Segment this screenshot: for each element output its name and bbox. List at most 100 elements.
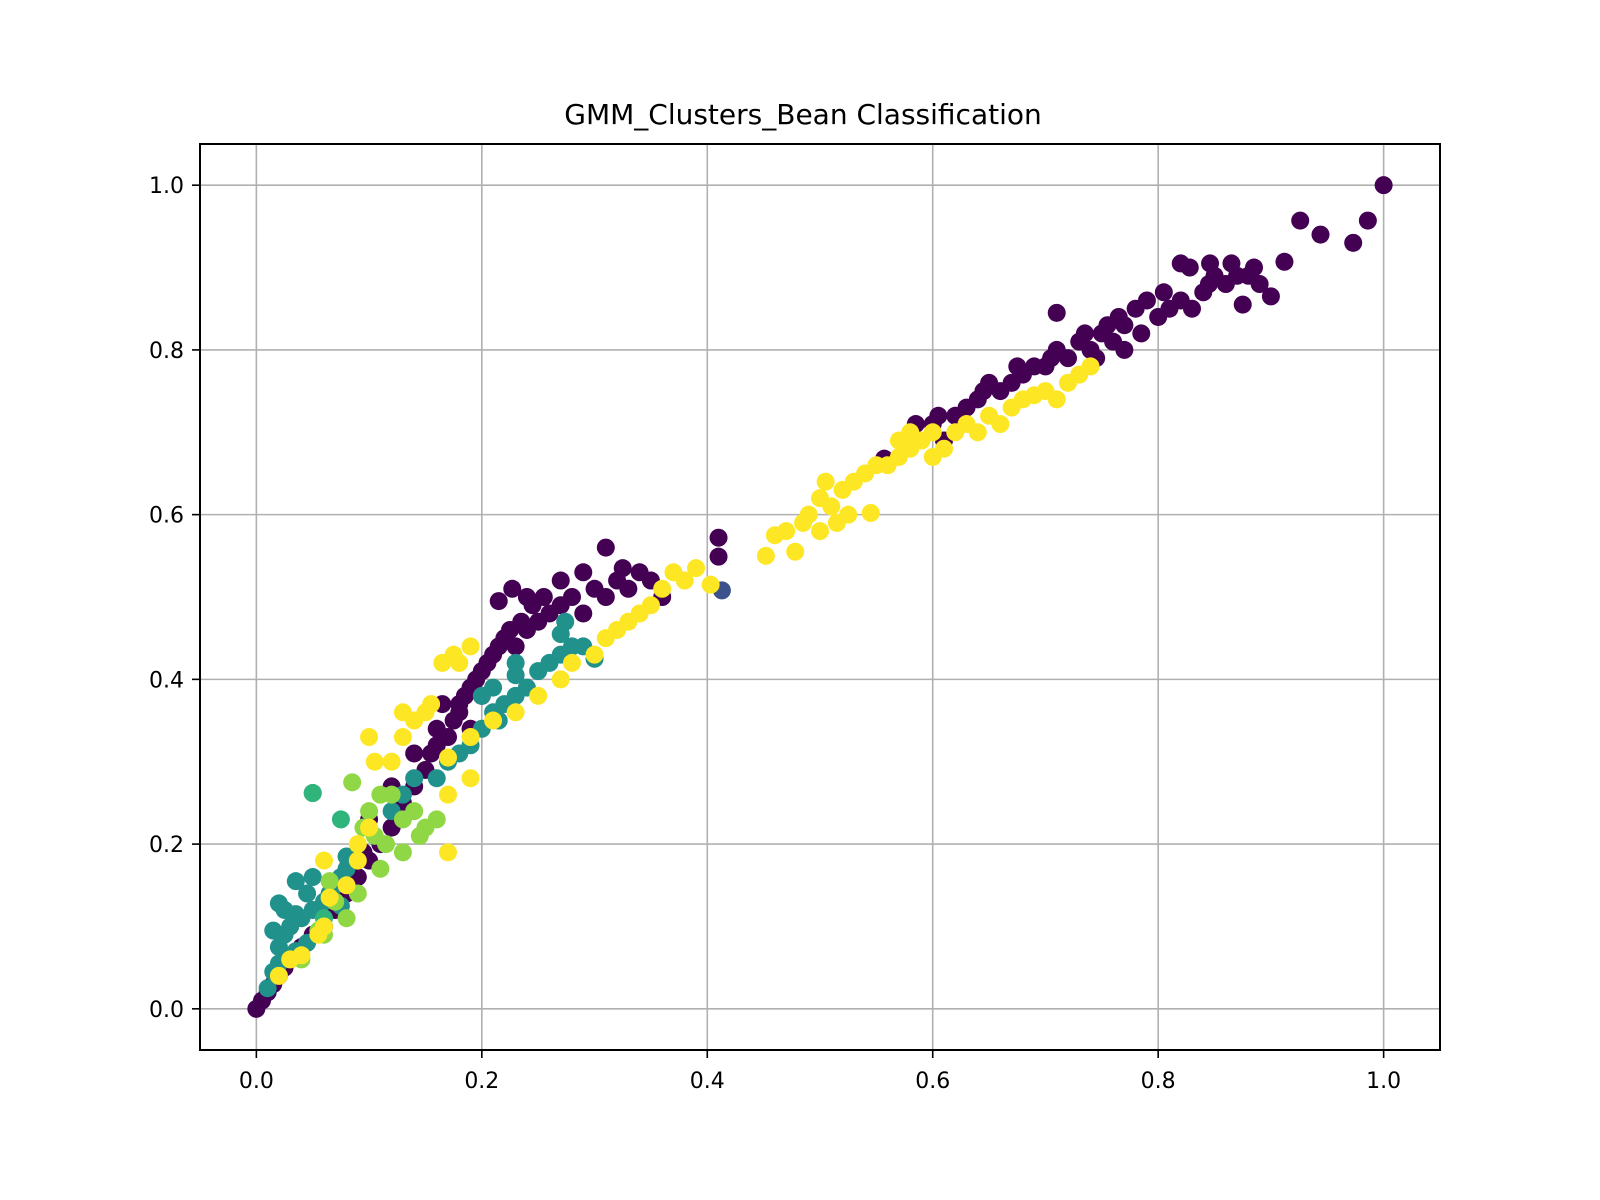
scatter-point xyxy=(506,703,525,722)
scatter-point xyxy=(1075,324,1094,343)
grid-lines xyxy=(200,144,1440,1050)
scatter-point xyxy=(484,678,503,697)
scatter-point xyxy=(1261,287,1280,306)
scatter-point xyxy=(923,423,942,442)
scatter-point xyxy=(1047,390,1066,409)
scatter-point xyxy=(348,835,367,854)
x-tick-label: 0.4 xyxy=(690,1069,725,1094)
scatter-point xyxy=(506,666,525,685)
scatter-point xyxy=(439,843,457,862)
scatter-point xyxy=(484,711,503,730)
scatter-point xyxy=(968,423,987,442)
x-tick-label: 0.6 xyxy=(915,1069,950,1094)
x-tick-label: 0.0 xyxy=(239,1069,274,1094)
scatter-point xyxy=(556,612,575,631)
scatter-point xyxy=(461,769,480,788)
scatter-point xyxy=(450,695,469,714)
scatter-point xyxy=(596,538,615,557)
scatter-point xyxy=(687,559,705,578)
scatter-point xyxy=(365,752,384,771)
scatter-point xyxy=(551,571,570,590)
scatter-point xyxy=(786,542,805,561)
scatter-point xyxy=(360,818,379,837)
scatter-point xyxy=(382,785,401,804)
scatter-point xyxy=(619,579,638,598)
scatter-point xyxy=(503,579,522,598)
scatter-point xyxy=(315,851,333,870)
scatter-point xyxy=(551,670,570,689)
scatter-point xyxy=(320,872,339,891)
x-tick-label: 0.8 xyxy=(1141,1069,1176,1094)
scatter-point xyxy=(1132,324,1151,343)
scatter-point xyxy=(405,744,424,763)
scatter-point xyxy=(1291,211,1310,230)
scatter-point xyxy=(427,769,446,788)
scatter-point xyxy=(461,728,480,747)
scatter-point xyxy=(1115,316,1134,335)
scatter-point xyxy=(816,472,835,491)
scatter-point xyxy=(534,588,553,606)
y-tick-label: 0.0 xyxy=(149,998,184,1023)
scatter-point xyxy=(1344,233,1363,252)
scatter-point xyxy=(596,588,615,606)
scatter-point xyxy=(1047,303,1066,322)
scatter-point xyxy=(1374,176,1393,195)
scatter-point xyxy=(461,637,480,656)
scatter-point xyxy=(422,695,441,714)
scatter-point xyxy=(1201,254,1220,273)
scatter-point xyxy=(286,872,305,891)
scatter-point xyxy=(1275,252,1294,271)
scatter-point xyxy=(393,843,412,862)
scatter-point xyxy=(709,547,728,566)
scatter-point xyxy=(799,505,818,524)
scatter-point xyxy=(393,728,412,747)
scatter-point xyxy=(1245,258,1263,277)
x-tick-label: 1.0 xyxy=(1366,1069,1401,1094)
scatter-point xyxy=(641,596,660,615)
axis-ticks: 0.0 0.2 0.4 0.6 0.8 1.0 0.0 0.2 0.4 0.6 0.8 1.0 xyxy=(149,174,1401,1094)
scatter-point xyxy=(331,810,350,829)
scatter-point xyxy=(1059,349,1077,368)
scatter-point xyxy=(1311,225,1330,244)
scatter-point xyxy=(1081,357,1100,376)
scatter-point xyxy=(320,888,339,907)
scatter-point xyxy=(585,645,604,664)
scatter-point xyxy=(517,588,536,606)
scatter-point xyxy=(337,909,356,928)
scatter-point xyxy=(613,559,632,578)
scatter-point xyxy=(901,423,920,442)
scatter-point xyxy=(506,653,525,672)
plot-area-frame xyxy=(199,143,1441,1051)
scatter-point xyxy=(427,810,446,829)
scatter-point xyxy=(405,802,424,821)
scatter-point xyxy=(371,859,390,878)
scatter-point xyxy=(360,802,379,821)
scatter-point xyxy=(427,719,446,738)
scatter-point xyxy=(991,415,1010,434)
scatter-point xyxy=(303,868,322,887)
scatter-point xyxy=(298,884,317,903)
scatter-point xyxy=(360,728,379,747)
scatter-point xyxy=(574,563,593,582)
scatter-point xyxy=(292,946,311,965)
scatter-point xyxy=(337,876,356,895)
scatter-point xyxy=(439,785,457,804)
scatter-point xyxy=(269,966,288,985)
y-tick-label: 0.6 xyxy=(149,504,184,529)
scatter-point xyxy=(439,748,457,767)
x-tick-label: 0.2 xyxy=(464,1069,499,1094)
scatter-point xyxy=(701,575,720,594)
scatter-point xyxy=(303,784,322,803)
scatter-point xyxy=(811,522,829,541)
scatter-point xyxy=(563,653,581,672)
y-tick-label: 0.2 xyxy=(149,833,184,858)
scatter-point xyxy=(348,851,367,870)
scatter-point xyxy=(653,579,672,598)
scatter-point xyxy=(489,592,508,611)
scatter-point xyxy=(506,637,525,656)
scatter-point xyxy=(269,894,288,913)
scatter-point xyxy=(709,528,728,547)
scatter-point xyxy=(827,513,846,532)
